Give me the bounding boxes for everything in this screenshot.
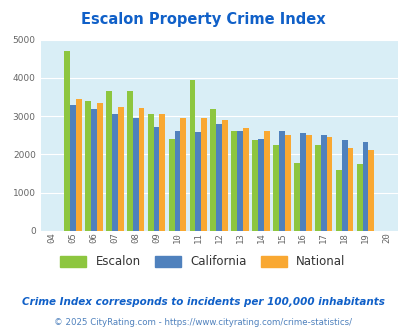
Text: © 2025 CityRating.com - https://www.cityrating.com/crime-statistics/: © 2025 CityRating.com - https://www.city… xyxy=(54,318,351,327)
Bar xyxy=(168,139,174,231)
Bar xyxy=(201,118,207,231)
Bar xyxy=(362,142,367,231)
Bar xyxy=(111,114,117,231)
Bar xyxy=(70,105,76,231)
Bar xyxy=(231,131,237,231)
Bar xyxy=(347,148,352,231)
Bar xyxy=(64,51,70,231)
Bar xyxy=(106,91,111,231)
Bar xyxy=(243,128,248,231)
Bar xyxy=(153,127,159,231)
Bar xyxy=(180,118,186,231)
Bar xyxy=(210,110,216,231)
Bar xyxy=(117,107,123,231)
Bar xyxy=(222,120,228,231)
Bar xyxy=(314,145,320,231)
Bar xyxy=(320,135,326,231)
Bar xyxy=(367,150,373,231)
Bar xyxy=(356,164,362,231)
Bar xyxy=(273,145,278,231)
Bar xyxy=(216,124,222,231)
Bar xyxy=(138,108,144,231)
Bar xyxy=(263,131,269,231)
Bar xyxy=(305,135,311,231)
Text: Crime Index corresponds to incidents per 100,000 inhabitants: Crime Index corresponds to incidents per… xyxy=(21,297,384,307)
Bar xyxy=(127,91,132,231)
Legend: Escalon, California, National: Escalon, California, National xyxy=(55,250,350,273)
Bar xyxy=(96,103,102,231)
Bar xyxy=(278,131,284,231)
Bar xyxy=(159,114,165,231)
Bar xyxy=(174,131,180,231)
Bar xyxy=(237,131,243,231)
Bar xyxy=(284,135,290,231)
Bar xyxy=(252,140,258,231)
Bar xyxy=(299,133,305,231)
Bar xyxy=(76,99,81,231)
Bar xyxy=(147,114,153,231)
Bar xyxy=(132,118,138,231)
Bar xyxy=(258,139,263,231)
Bar xyxy=(326,137,332,231)
Bar xyxy=(91,110,96,231)
Bar xyxy=(293,163,299,231)
Text: Escalon Property Crime Index: Escalon Property Crime Index xyxy=(81,12,324,27)
Bar xyxy=(335,170,341,231)
Bar xyxy=(195,132,201,231)
Bar xyxy=(85,101,91,231)
Bar xyxy=(189,80,195,231)
Bar xyxy=(341,140,347,231)
